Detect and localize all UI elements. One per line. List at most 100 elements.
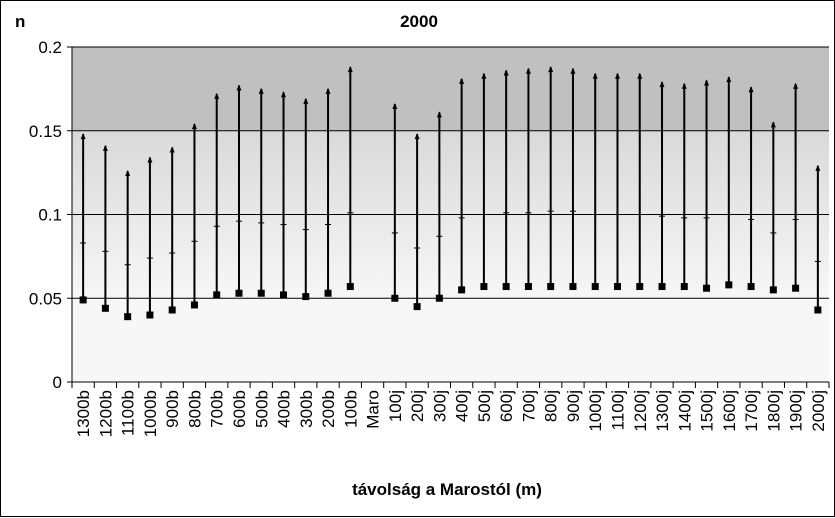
high-marker	[325, 87, 331, 94]
high-marker	[147, 156, 153, 163]
high-marker	[392, 102, 398, 109]
high-marker	[481, 72, 487, 79]
low-marker	[257, 289, 265, 297]
high-marker	[770, 121, 776, 128]
high-marker	[726, 76, 732, 83]
x-tick-label: 900j	[564, 390, 583, 422]
x-tick-label: 200j	[408, 390, 427, 422]
x-tick-label: 100j	[386, 390, 405, 422]
low-marker	[235, 289, 243, 297]
high-marker	[281, 91, 287, 98]
low-marker	[146, 311, 154, 319]
low-marker	[168, 306, 176, 314]
high-marker	[436, 111, 442, 118]
low-marker	[213, 291, 221, 299]
low-marker	[190, 301, 198, 309]
x-tick-label: 1900j	[787, 390, 806, 432]
x-tick-label: 300j	[430, 390, 449, 422]
chart-title: 2000	[400, 12, 438, 31]
x-tick-label: 1300b	[74, 390, 93, 437]
x-tick-label: Maro	[364, 390, 383, 429]
y-tick-labels: 0 0.05 0.1 0.15 0.2	[29, 38, 62, 392]
high-marker	[793, 82, 799, 89]
x-tick-label: 500b	[252, 390, 271, 428]
low-marker	[792, 284, 800, 292]
low-marker	[658, 283, 666, 291]
low-marker	[769, 286, 777, 294]
high-marker	[414, 133, 420, 140]
background-band-top	[72, 47, 829, 131]
x-tick-label: 700j	[519, 390, 538, 422]
background-band-bottom	[72, 298, 829, 382]
low-marker	[480, 283, 488, 291]
x-tick-label: 600b	[230, 390, 249, 428]
low-marker	[413, 303, 421, 311]
y-tick-label: 0.2	[38, 38, 62, 57]
x-axis-ticks	[71, 382, 830, 388]
x-tick-label: 1700j	[742, 390, 761, 432]
x-tick-label: 900b	[163, 390, 182, 428]
low-marker	[636, 283, 644, 291]
high-marker	[80, 133, 86, 140]
x-tick-label: 1200b	[96, 390, 115, 437]
high-marker	[459, 77, 465, 84]
low-marker	[124, 313, 132, 321]
x-tick-label: 200b	[319, 390, 338, 428]
x-tick-label: 800b	[185, 390, 204, 428]
high-marker	[191, 123, 197, 130]
x-tick-label: 1200j	[631, 390, 650, 432]
x-tick-label: 500j	[475, 390, 494, 422]
high-marker	[748, 86, 754, 93]
high-marker	[125, 169, 131, 176]
x-tick-label: 1000b	[141, 390, 160, 437]
low-marker	[101, 304, 109, 312]
low-marker	[302, 293, 310, 301]
x-tick-label: 1000j	[586, 390, 605, 432]
x-tick-label: 1100b	[119, 390, 138, 436]
y-tick-label: 0.05	[29, 289, 62, 308]
high-marker	[659, 81, 665, 88]
high-marker	[815, 164, 821, 171]
low-marker	[814, 306, 822, 314]
low-marker	[79, 296, 87, 304]
x-tick-label: 1300j	[653, 390, 672, 432]
high-marker	[525, 67, 531, 74]
high-marker	[681, 82, 687, 89]
high-marker	[303, 97, 309, 104]
high-marker	[258, 87, 264, 94]
high-marker	[214, 92, 220, 99]
x-tick-label: 1800j	[764, 390, 783, 432]
x-tick-label: 300b	[297, 390, 316, 428]
high-marker	[102, 144, 108, 151]
high-marker	[236, 84, 242, 91]
low-marker	[613, 283, 621, 291]
x-tick-label: 600j	[497, 390, 516, 422]
high-marker	[570, 67, 576, 74]
high-marker	[347, 66, 353, 73]
high-marker	[592, 72, 598, 79]
x-tick-label: 100b	[341, 390, 360, 428]
low-marker	[747, 283, 755, 291]
low-marker	[324, 289, 332, 297]
low-marker	[569, 283, 577, 291]
gridlines	[67, 46, 829, 383]
x-tick-label: 700b	[208, 390, 227, 428]
data-marks	[79, 66, 822, 321]
high-marker	[614, 72, 620, 79]
low-marker	[703, 284, 711, 292]
low-marker	[591, 283, 599, 291]
x-tick-label: 400j	[453, 390, 472, 422]
low-marker	[680, 283, 688, 291]
high-marker	[503, 69, 509, 76]
low-marker	[435, 294, 443, 302]
x-tick-label: 2000j	[809, 390, 828, 432]
y-axis-label: n	[15, 12, 25, 31]
y-tick-label: 0.15	[29, 122, 62, 141]
high-marker	[704, 79, 710, 86]
x-tick-label: 1600j	[720, 390, 739, 432]
low-marker	[524, 283, 532, 291]
x-tick-labels: 1300b 1200b 1100b 1000b 900b 800b 700b 600b 500b…	[74, 390, 828, 437]
low-marker	[391, 294, 399, 302]
y-tick-label: 0.1	[38, 206, 62, 225]
